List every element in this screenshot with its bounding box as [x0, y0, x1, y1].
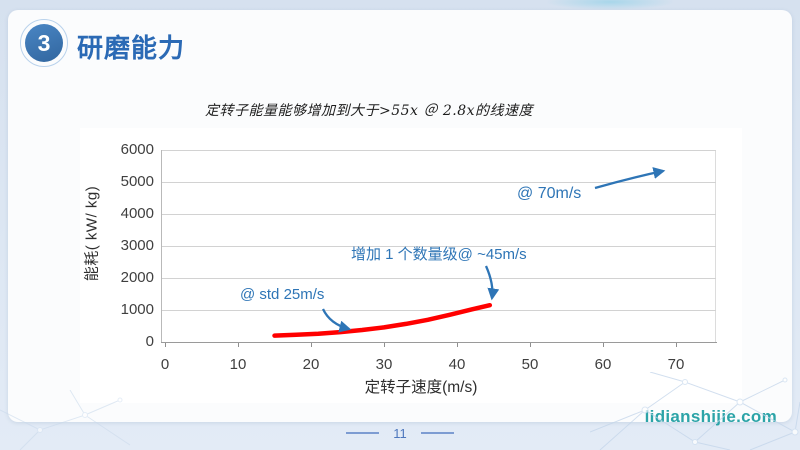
x-tick-mark	[311, 343, 312, 347]
y-axis-line	[161, 150, 162, 342]
x-tick-mark	[165, 343, 166, 347]
x-axis-tick-label: 60	[594, 356, 612, 373]
x-axis-line	[161, 342, 717, 343]
page-title: 研磨能力	[77, 33, 186, 63]
annotation-arrow-70	[594, 167, 666, 190]
gridline-6000	[162, 150, 716, 151]
gridline-4000	[162, 214, 716, 215]
footer-dash-left	[346, 432, 380, 434]
chart-annotation-std25: @ std 25m/s	[240, 286, 325, 303]
y-axis-tick-label: 1000	[120, 301, 154, 318]
x-tick-mark	[238, 343, 239, 347]
annotation-arrow-inc45	[484, 265, 500, 301]
number-badge-ring	[20, 19, 68, 67]
x-axis-tick-label: 0	[160, 356, 170, 373]
number-badge-value: 3	[37, 30, 51, 56]
y-axis-tick-label: 5000	[120, 173, 154, 190]
page-number: 11	[393, 425, 407, 441]
gridline-3000	[162, 246, 716, 247]
chart-annotation-70: @ 70m/s	[517, 185, 582, 202]
footer-dash-right	[420, 432, 454, 434]
gridline-1000	[162, 310, 716, 311]
gridline-5000	[162, 182, 716, 183]
x-tick-mark	[603, 343, 604, 347]
gridline-2000	[162, 278, 716, 279]
y-axis-tick-label: 2000	[120, 269, 154, 286]
chart-annotation-increase45: 增加 1 个数量级@ ~45m/s	[351, 246, 527, 263]
y-axis-tick-label: 0	[145, 333, 154, 350]
top-glow-decoration	[545, 0, 675, 10]
annotation-arrow-std25	[321, 308, 352, 333]
x-tick-mark	[676, 343, 677, 347]
number-badge: 3	[25, 24, 63, 62]
subtitle: 定转子能量能够增加到大于>55x ＠ 2.8x的线速度	[205, 103, 533, 119]
chart-canvas	[272, 167, 666, 338]
x-axis-title: 定转子速度(m/s)	[364, 379, 478, 396]
x-axis-tick-label: 30	[375, 356, 393, 373]
y-axis-tick-label: 4000	[120, 205, 154, 222]
x-tick-mark	[530, 343, 531, 347]
x-axis-tick-label: 10	[229, 356, 247, 373]
chart: 6000 5000 4000 3000 2000 1000 0 0 10 20 …	[80, 128, 742, 403]
x-tick-mark	[384, 343, 385, 347]
watermark: lidianshijie.com	[644, 407, 777, 426]
energy-curve	[272, 302, 493, 338]
x-axis-tick-label: 50	[521, 356, 539, 373]
y-axis-tick-label: 3000	[120, 237, 154, 254]
y-axis-tick-label: 6000	[120, 141, 154, 158]
x-tick-mark	[457, 343, 458, 347]
x-axis-tick-label: 40	[448, 356, 466, 373]
footer: 11	[0, 424, 800, 442]
x-axis-tick-label: 70	[667, 356, 685, 373]
x-axis-tick-label: 20	[302, 356, 320, 373]
